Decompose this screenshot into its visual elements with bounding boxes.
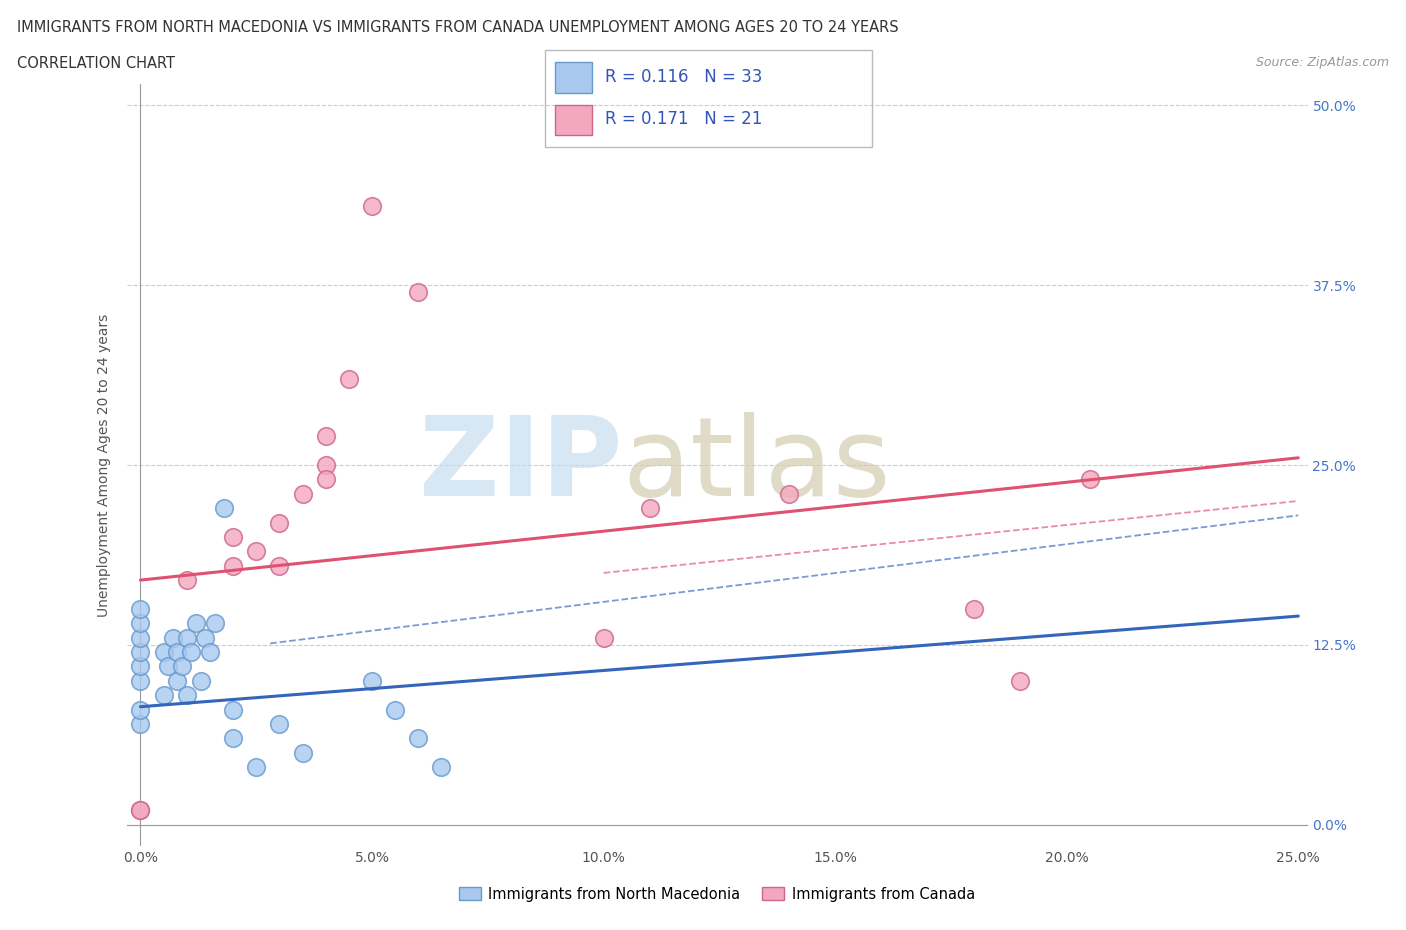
Point <box>638 500 661 515</box>
Point <box>408 731 430 746</box>
Point <box>963 602 986 617</box>
Point <box>291 745 314 760</box>
Point <box>162 631 184 645</box>
Text: CORRELATION CHART: CORRELATION CHART <box>17 56 174 71</box>
Point <box>157 659 180 674</box>
Point <box>129 659 152 674</box>
Point <box>315 458 337 472</box>
FancyBboxPatch shape <box>555 104 592 135</box>
Text: IMMIGRANTS FROM NORTH MACEDONIA VS IMMIGRANTS FROM CANADA UNEMPLOYMENT AMONG AGE: IMMIGRANTS FROM NORTH MACEDONIA VS IMMIG… <box>17 20 898 35</box>
FancyBboxPatch shape <box>555 62 592 93</box>
Point <box>245 544 267 559</box>
Point <box>592 631 614 645</box>
Point <box>129 702 152 717</box>
Point <box>152 644 174 659</box>
Point <box>194 631 217 645</box>
Point <box>408 285 430 299</box>
Point <box>430 760 453 775</box>
Y-axis label: Unemployment Among Ages 20 to 24 years: Unemployment Among Ages 20 to 24 years <box>97 313 111 617</box>
Point <box>269 558 291 573</box>
Point <box>222 702 245 717</box>
Point <box>315 472 337 486</box>
Point <box>778 486 800 501</box>
Point <box>176 631 198 645</box>
Point <box>152 688 174 703</box>
Point <box>166 673 188 688</box>
Text: R = 0.171   N = 21: R = 0.171 N = 21 <box>606 110 763 128</box>
Point <box>129 803 152 817</box>
Point <box>129 673 152 688</box>
Point <box>291 486 314 501</box>
Point <box>212 500 235 515</box>
Point <box>129 602 152 617</box>
Point <box>269 716 291 731</box>
Point <box>245 760 267 775</box>
Point <box>129 616 152 631</box>
Point <box>222 558 245 573</box>
Text: Source: ZipAtlas.com: Source: ZipAtlas.com <box>1256 56 1389 69</box>
Point <box>129 644 152 659</box>
Point <box>384 702 406 717</box>
Text: R = 0.116   N = 33: R = 0.116 N = 33 <box>606 68 763 86</box>
Point <box>198 644 221 659</box>
Point <box>315 429 337 444</box>
Point <box>1010 673 1032 688</box>
Point <box>269 515 291 530</box>
Point <box>184 616 207 631</box>
Text: atlas: atlas <box>623 411 891 519</box>
Point <box>361 673 384 688</box>
Point <box>129 631 152 645</box>
Legend: Immigrants from North Macedonia, Immigrants from Canada: Immigrants from North Macedonia, Immigra… <box>453 881 981 908</box>
Point <box>1078 472 1101 486</box>
Point <box>129 716 152 731</box>
Point <box>176 573 198 588</box>
Text: ZIP: ZIP <box>419 411 623 519</box>
Point <box>129 803 152 817</box>
Point <box>361 199 384 214</box>
Point <box>222 529 245 544</box>
Point <box>172 659 194 674</box>
Point <box>337 371 360 386</box>
Point <box>222 731 245 746</box>
Point <box>190 673 212 688</box>
Point <box>176 688 198 703</box>
Point <box>166 644 188 659</box>
Point <box>204 616 226 631</box>
Point <box>180 644 202 659</box>
